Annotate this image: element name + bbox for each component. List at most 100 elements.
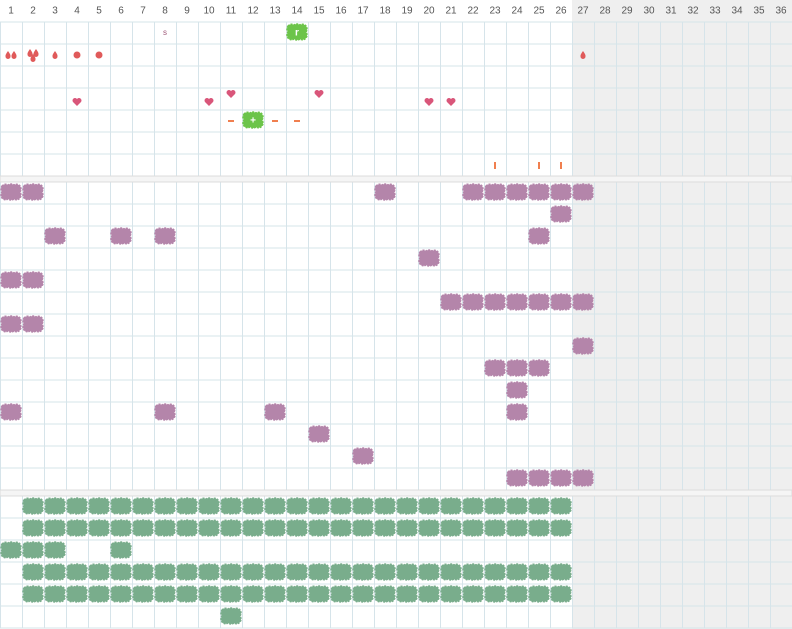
column-label: 15 xyxy=(313,6,325,17)
blob xyxy=(66,497,88,515)
blob xyxy=(286,585,308,603)
column-label: 34 xyxy=(731,6,743,17)
blob xyxy=(110,519,132,537)
blob xyxy=(506,469,528,487)
blob xyxy=(484,497,506,515)
drop xyxy=(52,51,58,59)
blob xyxy=(0,541,22,559)
column-label: 29 xyxy=(621,6,633,17)
note-text: s xyxy=(163,28,167,37)
blob xyxy=(0,271,22,289)
row xyxy=(0,183,594,201)
blob xyxy=(176,585,198,603)
blob xyxy=(198,585,220,603)
blob xyxy=(396,497,418,515)
drop xyxy=(30,54,36,63)
row xyxy=(506,381,528,399)
blob xyxy=(264,519,286,537)
column-label: 28 xyxy=(599,6,611,17)
row xyxy=(0,541,132,559)
column-label: 35 xyxy=(753,6,765,17)
blob xyxy=(528,227,550,245)
blob xyxy=(462,519,484,537)
blob xyxy=(22,585,44,603)
column-label: 1 xyxy=(8,6,14,17)
blob xyxy=(352,585,374,603)
blob xyxy=(44,585,66,603)
blob xyxy=(418,585,440,603)
blob xyxy=(0,315,22,333)
column-label: 36 xyxy=(775,6,787,17)
blob xyxy=(396,519,418,537)
blob xyxy=(528,183,550,201)
blob xyxy=(220,497,242,515)
blob xyxy=(506,183,528,201)
blob xyxy=(506,497,528,515)
heart xyxy=(314,90,324,98)
blob xyxy=(352,447,374,465)
blob xyxy=(154,403,176,421)
separator xyxy=(0,489,792,497)
blob xyxy=(22,315,44,333)
blob xyxy=(110,227,132,245)
blob xyxy=(506,519,528,537)
row xyxy=(440,293,594,311)
blob xyxy=(396,563,418,581)
blob xyxy=(572,469,594,487)
tick xyxy=(538,162,540,169)
blob xyxy=(374,563,396,581)
blob xyxy=(330,497,352,515)
column-label: 3 xyxy=(52,6,58,17)
blob xyxy=(132,497,154,515)
blob xyxy=(22,183,44,201)
blob xyxy=(484,585,506,603)
blob xyxy=(154,585,176,603)
blob xyxy=(22,271,44,289)
blob xyxy=(0,183,22,201)
row xyxy=(308,425,330,443)
badge-text: r xyxy=(295,28,299,39)
blob xyxy=(220,519,242,537)
blob xyxy=(506,359,528,377)
blob xyxy=(462,563,484,581)
blob xyxy=(44,497,66,515)
column-label: 31 xyxy=(665,6,677,17)
blob xyxy=(88,563,110,581)
blob xyxy=(352,497,374,515)
column-label: 33 xyxy=(709,6,721,17)
column-label: 21 xyxy=(445,6,457,17)
row xyxy=(22,563,572,581)
blob xyxy=(528,293,550,311)
blob xyxy=(154,227,176,245)
blob xyxy=(308,425,330,443)
tick xyxy=(494,162,496,169)
blob xyxy=(198,563,220,581)
blob xyxy=(264,403,286,421)
blob xyxy=(440,563,462,581)
blob xyxy=(242,563,264,581)
row xyxy=(220,607,242,625)
blob xyxy=(220,563,242,581)
blob xyxy=(154,563,176,581)
blob xyxy=(528,469,550,487)
drop xyxy=(27,49,33,58)
dot xyxy=(95,51,103,59)
column-label: 23 xyxy=(489,6,501,17)
blob xyxy=(242,497,264,515)
column-label: 12 xyxy=(247,6,259,17)
blob xyxy=(44,519,66,537)
blob xyxy=(462,585,484,603)
column-label: 30 xyxy=(643,6,655,17)
blob xyxy=(242,111,264,129)
separator xyxy=(0,175,792,183)
blob xyxy=(176,497,198,515)
blob xyxy=(176,563,198,581)
row xyxy=(484,359,550,377)
column-label: 16 xyxy=(335,6,347,17)
blob xyxy=(374,585,396,603)
blob xyxy=(440,497,462,515)
dot xyxy=(73,51,81,59)
row xyxy=(550,205,572,223)
row xyxy=(352,447,374,465)
